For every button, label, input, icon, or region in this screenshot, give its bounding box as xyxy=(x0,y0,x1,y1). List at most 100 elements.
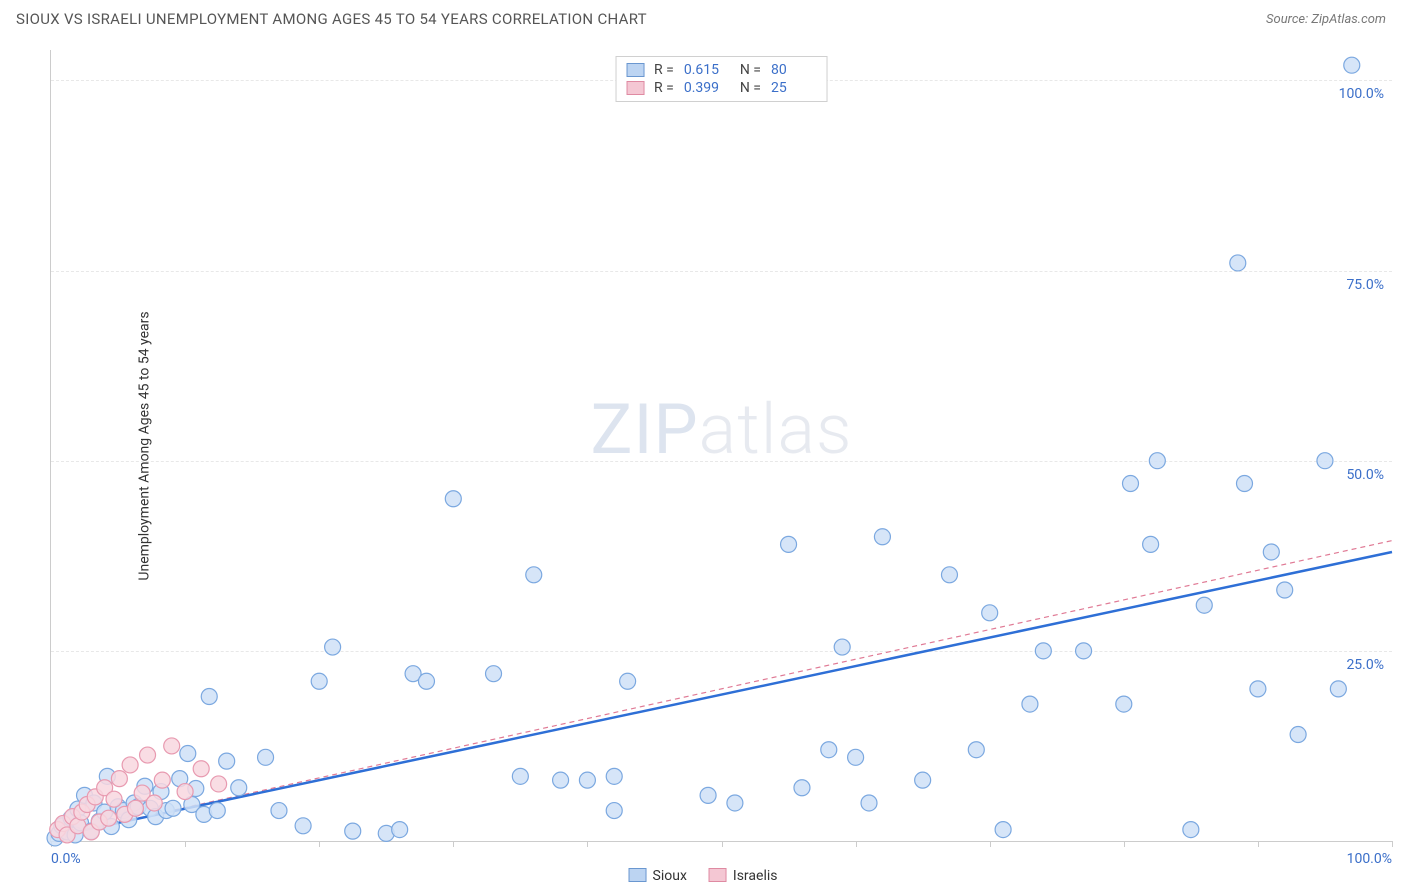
n-value-sioux: 80 xyxy=(771,62,817,78)
data-point-sioux xyxy=(1236,476,1252,492)
data-point-sioux xyxy=(941,567,957,583)
data-point-sioux xyxy=(995,822,1011,838)
x-tick-label: 0.0% xyxy=(51,851,81,867)
x-tick xyxy=(1124,841,1125,847)
r-value-sioux: 0.615 xyxy=(684,62,730,78)
data-point-sioux xyxy=(165,800,181,816)
source-attribution: Source: ZipAtlas.com xyxy=(1266,12,1386,27)
data-point-sioux xyxy=(231,780,247,796)
data-point-sioux xyxy=(1149,453,1165,469)
data-point-sioux xyxy=(1116,696,1132,712)
data-point-sioux xyxy=(700,787,716,803)
data-point-sioux xyxy=(1143,536,1159,552)
legend-swatch-sioux xyxy=(629,868,647,882)
data-point-israelis xyxy=(177,784,193,800)
data-point-sioux xyxy=(219,753,235,769)
data-point-sioux xyxy=(258,749,274,765)
data-point-sioux xyxy=(1344,57,1360,73)
n-label: N = xyxy=(740,80,761,96)
data-point-sioux xyxy=(1263,544,1279,560)
data-point-sioux xyxy=(486,666,502,682)
data-point-sioux xyxy=(445,491,461,507)
data-point-israelis xyxy=(154,772,170,788)
x-tick xyxy=(990,841,991,847)
data-point-israelis xyxy=(106,791,122,807)
data-point-sioux xyxy=(1196,597,1212,613)
data-point-sioux xyxy=(861,795,877,811)
legend-item-israelis: Israelis xyxy=(709,868,778,884)
data-point-sioux xyxy=(794,780,810,796)
data-point-israelis xyxy=(140,747,156,763)
data-point-sioux xyxy=(620,673,636,689)
x-tick xyxy=(1258,841,1259,847)
n-label: N = xyxy=(740,62,761,78)
data-point-sioux xyxy=(392,822,408,838)
data-point-sioux xyxy=(1330,681,1346,697)
data-point-sioux xyxy=(579,772,595,788)
data-point-sioux xyxy=(201,688,217,704)
correlation-legend: R = 0.615 N = 80 R = 0.399 N = 25 xyxy=(615,56,828,102)
n-value-israelis: 25 xyxy=(771,80,817,96)
data-point-sioux xyxy=(606,768,622,784)
data-point-sioux xyxy=(727,795,743,811)
data-point-sioux xyxy=(271,803,287,819)
data-point-sioux xyxy=(821,742,837,758)
data-point-israelis xyxy=(101,810,117,826)
data-point-sioux xyxy=(180,746,196,762)
data-point-israelis xyxy=(146,795,162,811)
data-point-sioux xyxy=(968,742,984,758)
data-point-sioux xyxy=(512,768,528,784)
data-point-sioux xyxy=(311,673,327,689)
scatter-svg xyxy=(51,50,1392,841)
data-point-sioux xyxy=(325,639,341,655)
data-point-israelis xyxy=(211,776,227,792)
data-point-sioux xyxy=(295,818,311,834)
data-point-sioux xyxy=(1250,681,1266,697)
data-point-israelis xyxy=(127,800,143,816)
trend-line-sioux xyxy=(51,552,1392,837)
legend-swatch-sioux xyxy=(626,63,644,77)
data-point-sioux xyxy=(1035,643,1051,659)
chart-plot-area: ZIPatlas R = 0.615 N = 80 R = 0.399 N = … xyxy=(50,50,1392,842)
data-point-sioux xyxy=(209,803,225,819)
legend-row-israelis: R = 0.399 N = 25 xyxy=(626,79,817,97)
data-point-sioux xyxy=(1290,727,1306,743)
x-tick xyxy=(722,841,723,847)
data-point-sioux xyxy=(874,529,890,545)
x-tick xyxy=(856,841,857,847)
x-tick-label: 100.0% xyxy=(1347,851,1392,867)
data-point-israelis xyxy=(193,761,209,777)
x-tick xyxy=(185,841,186,847)
data-point-israelis xyxy=(122,757,138,773)
r-value-israelis: 0.399 xyxy=(684,80,730,96)
chart-header: SIOUX VS ISRAELI UNEMPLOYMENT AMONG AGES… xyxy=(0,0,1406,36)
x-tick xyxy=(587,841,588,847)
legend-label-sioux: Sioux xyxy=(653,868,687,884)
r-label: R = xyxy=(654,80,674,96)
data-point-sioux xyxy=(1123,476,1139,492)
data-point-sioux xyxy=(526,567,542,583)
trend-line-israelis xyxy=(51,541,1392,838)
series-legend: Sioux Israelis xyxy=(629,868,778,884)
data-point-sioux xyxy=(1183,822,1199,838)
x-tick xyxy=(453,841,454,847)
data-point-sioux xyxy=(982,605,998,621)
data-point-sioux xyxy=(781,536,797,552)
x-tick xyxy=(1392,841,1393,847)
data-point-sioux xyxy=(915,772,931,788)
data-point-israelis xyxy=(164,738,180,754)
legend-swatch-israelis xyxy=(626,81,644,95)
legend-row-sioux: R = 0.615 N = 80 xyxy=(626,61,817,79)
data-point-sioux xyxy=(1317,453,1333,469)
data-point-sioux xyxy=(834,639,850,655)
legend-swatch-israelis xyxy=(709,868,727,882)
data-point-sioux xyxy=(1230,255,1246,271)
data-point-israelis xyxy=(111,771,127,787)
legend-label-israelis: Israelis xyxy=(733,868,778,884)
data-point-sioux xyxy=(345,823,361,839)
data-point-sioux xyxy=(606,803,622,819)
legend-item-sioux: Sioux xyxy=(629,868,687,884)
data-point-sioux xyxy=(848,749,864,765)
chart-title: SIOUX VS ISRAELI UNEMPLOYMENT AMONG AGES… xyxy=(16,10,647,28)
r-label: R = xyxy=(654,62,674,78)
